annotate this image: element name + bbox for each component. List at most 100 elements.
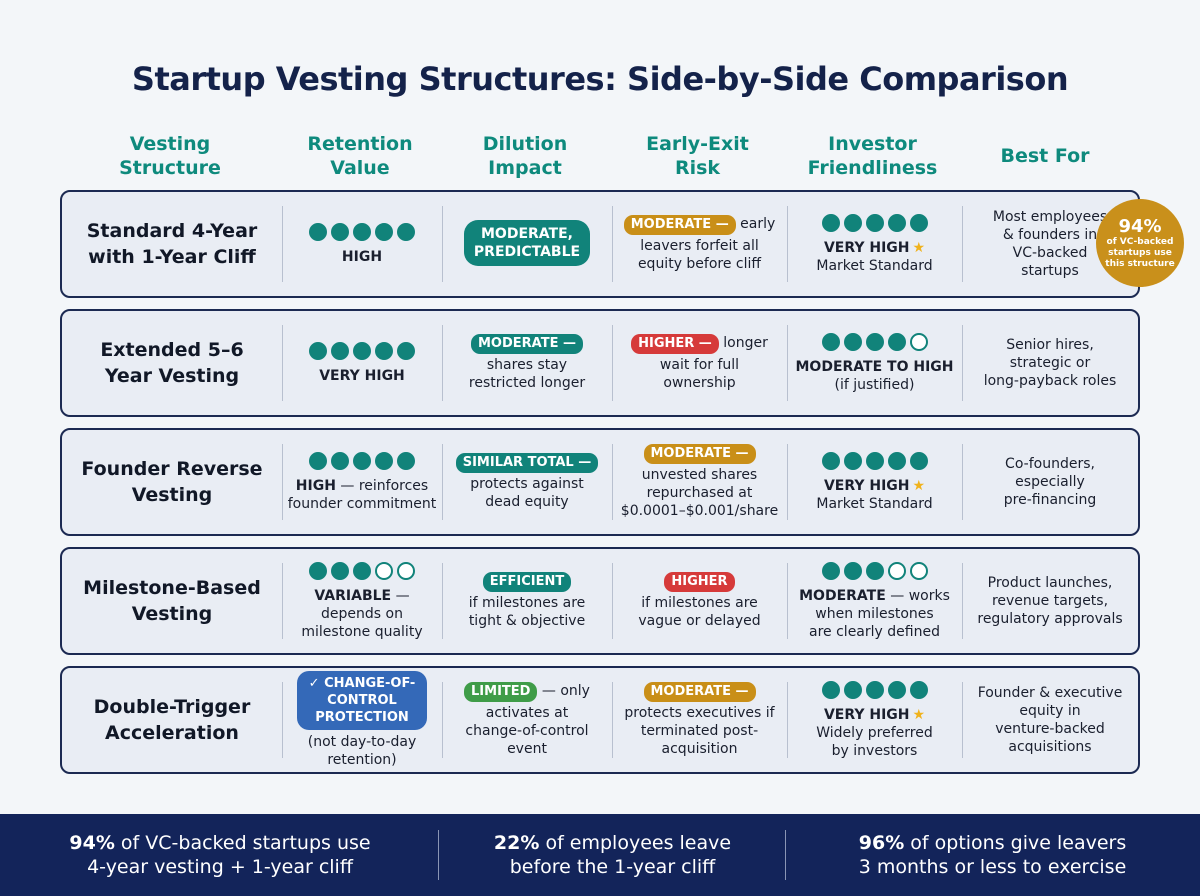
cell-exit-risk: MODERATE — early leavers forfeit all equit… (612, 192, 787, 296)
column-divider (962, 325, 963, 401)
retention-pill-line: PROTECTION (315, 710, 409, 725)
retention-label-line: VARIABLE — (314, 587, 409, 605)
rating-dot-filled (865, 213, 884, 232)
investor-suffix: — works (885, 587, 950, 604)
star-icon: ★ (912, 239, 926, 256)
dilution-note-line: change-of-control (465, 723, 589, 739)
cell-retention: VARIABLE — depends on milestone quality (282, 549, 442, 653)
retention-label: VARIABLE (314, 587, 392, 604)
retention-pill-line: ✓ CHANGE-OF- (308, 676, 416, 691)
investor-note-line: (if justified) (834, 376, 915, 393)
best-for-line: Co-founders, (1005, 456, 1095, 472)
best-for-line: long-payback roles (983, 373, 1117, 389)
column-divider (442, 682, 443, 758)
column-divider (442, 444, 443, 520)
cell-best-for: Most employees & founders in VC-backed star… (962, 192, 1138, 296)
structure-name-line: with 1-Year Cliff (88, 246, 256, 268)
dilution-head: MODERATE, PREDICTABLE (463, 220, 591, 266)
cell-dilution: SIMILAR TOTAL — protects against dead equi… (442, 430, 612, 534)
exit-risk-note-line: vague or delayed (638, 613, 761, 629)
rating-dot-filled (353, 451, 371, 470)
best-for-line: Most employees (992, 209, 1108, 225)
footer-stats-bar: 94% of VC-backed startups use 4-year ves… (0, 814, 1200, 896)
best-for-line: regulatory approvals (977, 611, 1123, 627)
rating-dot-filled (375, 451, 393, 470)
investor-rating (821, 561, 928, 580)
rating-dot-filled (375, 222, 393, 241)
best-for-line: Founder & executive (977, 685, 1123, 701)
rating-dot-filled (309, 341, 327, 360)
dilution-head: MODERATE — (471, 334, 583, 354)
structure-name-line: Standard 4-Year (86, 220, 258, 242)
retention-label: VERY HIGH (319, 367, 405, 384)
best-for-line: & founders in (1002, 227, 1098, 243)
rating-dot-filled (887, 680, 906, 699)
investor-label-line: VERY HIGH ★ (824, 477, 925, 495)
column-divider (787, 682, 788, 758)
header-dilution-impact: Dilution Impact (482, 133, 568, 179)
investor-label: VERY HIGH (823, 239, 910, 256)
column-divider (962, 563, 963, 639)
best-for-line: pre-financing (1003, 492, 1097, 508)
investor-label: MODERATE TO HIGH (795, 358, 954, 375)
retention-suffix: — reinforces (335, 477, 429, 494)
dilution-note-line: if milestones are (468, 595, 586, 611)
rating-dot-filled (353, 222, 371, 241)
cell-investor: MODERATE TO HIGH (if justified) (787, 311, 962, 415)
dilution-pill: LIMITED (464, 682, 538, 702)
column-divider (282, 325, 283, 401)
rating-dot-filled (353, 561, 371, 580)
rating-dot-filled (865, 451, 884, 470)
dilution-head: SIMILAR TOTAL — (455, 453, 599, 473)
rating-dot-filled (843, 332, 862, 351)
exit-risk-pill: MODERATE — (623, 215, 736, 235)
investor-note-line: Market Standard (816, 495, 933, 512)
dilution-note-line: dead equity (485, 494, 569, 510)
rating-dot-filled (353, 341, 371, 360)
dilution-note-line: shares stay (486, 357, 568, 373)
exit-risk-note-line: $0.0001–$0.001/share (620, 503, 779, 519)
column-divider (787, 206, 788, 282)
investor-rating (821, 332, 928, 351)
structure-name: Double-Trigger Acceleration (94, 694, 251, 746)
best-for-line: especially (1015, 474, 1085, 490)
structure-name-line: Vesting (131, 484, 213, 506)
best-for-line: acquisitions (1008, 739, 1092, 755)
exit-risk-note-line: unvested shares (641, 467, 758, 483)
dilution-suffix: — only (537, 683, 590, 699)
badge-text-line: this structure (1105, 258, 1175, 269)
column-divider (282, 563, 283, 639)
rating-dot-filled (375, 341, 393, 360)
rating-dot-filled (331, 561, 349, 580)
dilution-pill: EFFICIENT (482, 572, 572, 592)
retention-label: HIGH (295, 477, 336, 494)
rating-dot-filled (821, 213, 840, 232)
cell-structure: Milestone-Based Vesting (62, 549, 282, 653)
page-title: Startup Vesting Structures: Side-by-Side… (131, 60, 1069, 98)
rating-dot-filled (865, 332, 884, 351)
structure-name-line: Founder Reverse (81, 458, 263, 480)
rating-dot-filled (909, 451, 928, 470)
exit-risk-head: HIGHER (664, 572, 735, 592)
rating-dot-empty (375, 561, 393, 580)
retention-note-line: retention) (327, 752, 397, 768)
column-divider (787, 444, 788, 520)
column-divider (612, 206, 613, 282)
exit-risk-pill: HIGHER (664, 572, 735, 592)
table-row: Extended 5–6 Year Vesting VERY HIGH MODERAT… (60, 309, 1140, 417)
investor-label-line: MODERATE TO HIGH (796, 358, 954, 376)
investor-rating (821, 680, 928, 699)
rating-dot-filled (821, 680, 840, 699)
retention-rating (309, 561, 415, 580)
column-divider (442, 563, 443, 639)
badge-percent: 94% (1118, 215, 1162, 237)
footer-stat: 96% of options give leavers 3 months or … (858, 832, 1127, 878)
exit-risk-pill: HIGHER — (631, 334, 719, 354)
cell-structure: Extended 5–6 Year Vesting (62, 311, 282, 415)
rating-dot-filled (843, 213, 862, 232)
footer-divider (785, 830, 786, 880)
header-early-exit-risk: Early-Exit Risk (646, 133, 749, 179)
cell-exit-risk: MODERATE — protects executives if terminat… (612, 668, 787, 772)
rating-dot-filled (821, 332, 840, 351)
exit-risk-note-line: ownership (663, 375, 736, 391)
